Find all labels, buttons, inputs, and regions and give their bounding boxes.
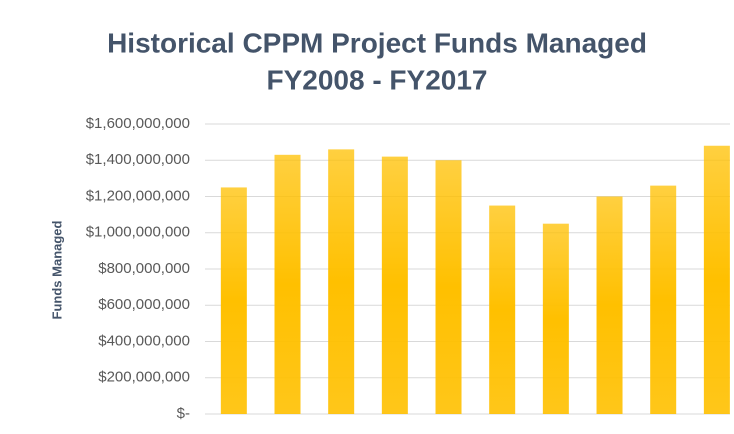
bar xyxy=(703,145,730,414)
y-axis-label: Funds Managed xyxy=(49,220,64,319)
bar xyxy=(596,196,623,414)
bar xyxy=(650,185,677,414)
y-tick-label: $600,000,000 xyxy=(98,296,190,313)
bar xyxy=(489,205,516,414)
bar xyxy=(435,160,462,414)
bar xyxy=(542,223,569,414)
y-tick-label: $1,400,000,000 xyxy=(86,151,190,168)
bar xyxy=(381,156,408,414)
y-tick-label: $200,000,000 xyxy=(98,369,190,386)
y-tick-label: $1,600,000,000 xyxy=(86,115,190,132)
y-tick-label: $400,000,000 xyxy=(98,332,190,349)
y-tick-label: $800,000,000 xyxy=(98,260,190,277)
chart-title: FY2008 - FY2017 xyxy=(266,64,487,95)
y-tick-label: $1,200,000,000 xyxy=(86,187,190,204)
bar xyxy=(220,187,247,414)
y-tick-label: $- xyxy=(177,405,190,422)
chart-title: Historical CPPM Project Funds Managed xyxy=(107,27,647,58)
y-tick-label: $1,000,000,000 xyxy=(86,224,190,241)
bar xyxy=(274,154,301,414)
bar xyxy=(328,149,355,414)
